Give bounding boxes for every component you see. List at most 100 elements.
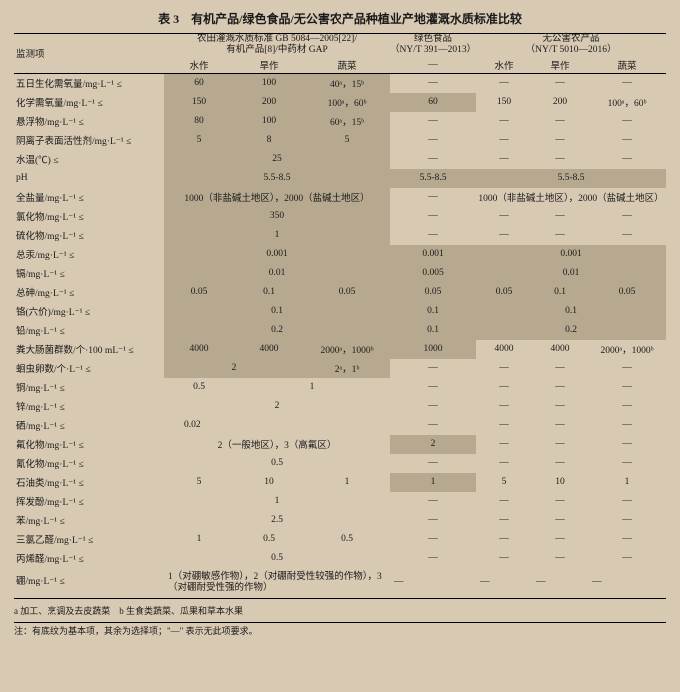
table-cell: — [532,359,588,378]
table-cell: — [588,359,666,378]
table-cell: — [390,568,476,599]
table-cell: — [476,226,532,245]
table-cell: — [588,397,666,416]
table-cell: — [476,416,532,435]
table-cell: 5.5-8.5 [476,169,666,188]
table-cell: 0.1 [390,321,476,340]
subheader-c6: 旱作 [532,57,588,74]
table-cell: 0.001 [476,245,666,264]
table-cell: 2（一般地区），3（高氟区） [164,435,390,454]
table-cell: 0.1 [390,302,476,321]
table-cell: — [588,549,666,568]
table-cell: — [476,454,532,473]
row-label: 悬浮物/mg·L⁻¹ ≤ [14,112,164,131]
table-cell: 2 [164,397,390,416]
table-cell: 0.1 [234,283,304,302]
table-cell: 0.05 [588,283,666,302]
table-cell: — [390,226,476,245]
row-label: 铅/mg·L⁻¹ ≤ [14,321,164,340]
table-cell: — [390,73,476,93]
table-cell: 0.5 [234,530,304,549]
table-cell: 80 [164,112,234,131]
row-label: 锌/mg·L⁻¹ ≤ [14,397,164,416]
table-cell: 10 [234,473,304,492]
table-cell: — [532,73,588,93]
table-cell: 1 [588,473,666,492]
table-cell: — [588,416,666,435]
table-cell: 0.5 [164,378,234,397]
table-cell: 200 [234,93,304,112]
table-cell: — [532,454,588,473]
subheader-c2: 旱作 [234,57,304,74]
table-cell: 0.05 [390,283,476,302]
subheader-c3: 蔬菜 [304,57,390,74]
table-cell: — [390,131,476,150]
table-cell: — [476,359,532,378]
table-cell: — [532,530,588,549]
table-cell: — [390,530,476,549]
table-cell: — [476,568,532,599]
table-title: 表 3 有机产品/绿色食品/无公害农产品种植业产地灌溉水质标准比较 [14,10,666,27]
table-cell: 5.5-8.5 [164,169,390,188]
table-cell: 2 [164,359,304,378]
table-cell: — [532,112,588,131]
row-label: 硒/mg·L⁻¹ ≤ [14,416,164,435]
table-cell: — [476,131,532,150]
table-cell: 1 [164,492,390,511]
footnote-b: 注：有底纹为基本项，其余为选择项；"—" 表示无此项要求。 [14,622,666,639]
subheader-c7: 蔬菜 [588,57,666,74]
table-cell: 60 [390,93,476,112]
row-label: 镉/mg·L⁻¹ ≤ [14,264,164,283]
table-cell: — [588,568,666,599]
table-cell: 1 [234,378,390,397]
table-cell: — [532,131,588,150]
row-label: 石油类/mg·L⁻¹ ≤ [14,473,164,492]
table-cell: — [390,492,476,511]
table-cell: 2.5 [164,511,390,530]
table-cell: 1000 [390,340,476,359]
table-cell: 5.5-8.5 [390,169,476,188]
row-label: pH [14,169,164,188]
table-cell: — [390,150,476,169]
row-label: 氯化物/mg·L⁻¹ ≤ [14,207,164,226]
table-cell: — [532,226,588,245]
table-cell: 0.5 [164,454,390,473]
header-group-1: 农田灌溉水质标准 GB 5084—2005[22]/有机产品[8]/中药材 GA… [164,34,390,57]
table-cell: — [476,150,532,169]
row-label: 硫化物/mg·L⁻¹ ≤ [14,226,164,245]
table-cell: — [476,207,532,226]
table-cell: 4000 [234,340,304,359]
table-cell: 100ᵃ，60ᵇ [588,93,666,112]
table-cell: — [476,73,532,93]
row-label: 粪大肠菌群数/个·100 mL⁻¹ ≤ [14,340,164,359]
row-label: 丙烯醛/mg·L⁻¹ ≤ [14,549,164,568]
table-cell: — [532,435,588,454]
table-cell: 0.05 [476,283,532,302]
table-cell: — [532,492,588,511]
table-cell: 1 [164,530,234,549]
table-cell: 25 [164,150,390,169]
row-label: 挥发酚/mg·L⁻¹ ≤ [14,492,164,511]
table-cell: — [532,378,588,397]
table-cell: — [588,435,666,454]
table-cell: 2ᵃ，1ᵇ [304,359,390,378]
table-cell: 4000 [164,340,234,359]
table-cell: 4000 [532,340,588,359]
row-label: 化学需氧量/mg·L⁻¹ ≤ [14,93,164,112]
row-label: 硼/mg·L⁻¹ ≤ [14,568,164,599]
table-cell: — [390,112,476,131]
subheader-c1: 水作 [164,57,234,74]
table-cell: — [532,207,588,226]
table-cell: — [390,378,476,397]
table-cell: 0.1 [476,302,666,321]
table-cell: 0.1 [532,283,588,302]
table-cell: — [476,511,532,530]
table-cell: 0.5 [304,530,390,549]
table-cell: 0.01 [164,264,390,283]
row-label: 五日生化需氧量/mg·L⁻¹ ≤ [14,73,164,93]
table-cell: — [532,150,588,169]
row-label: 总汞/mg·L⁻¹ ≤ [14,245,164,264]
table-cell: — [476,378,532,397]
table-cell: — [532,416,588,435]
header-group-2: 绿色食品（NY/T 391—2013） [390,34,476,57]
